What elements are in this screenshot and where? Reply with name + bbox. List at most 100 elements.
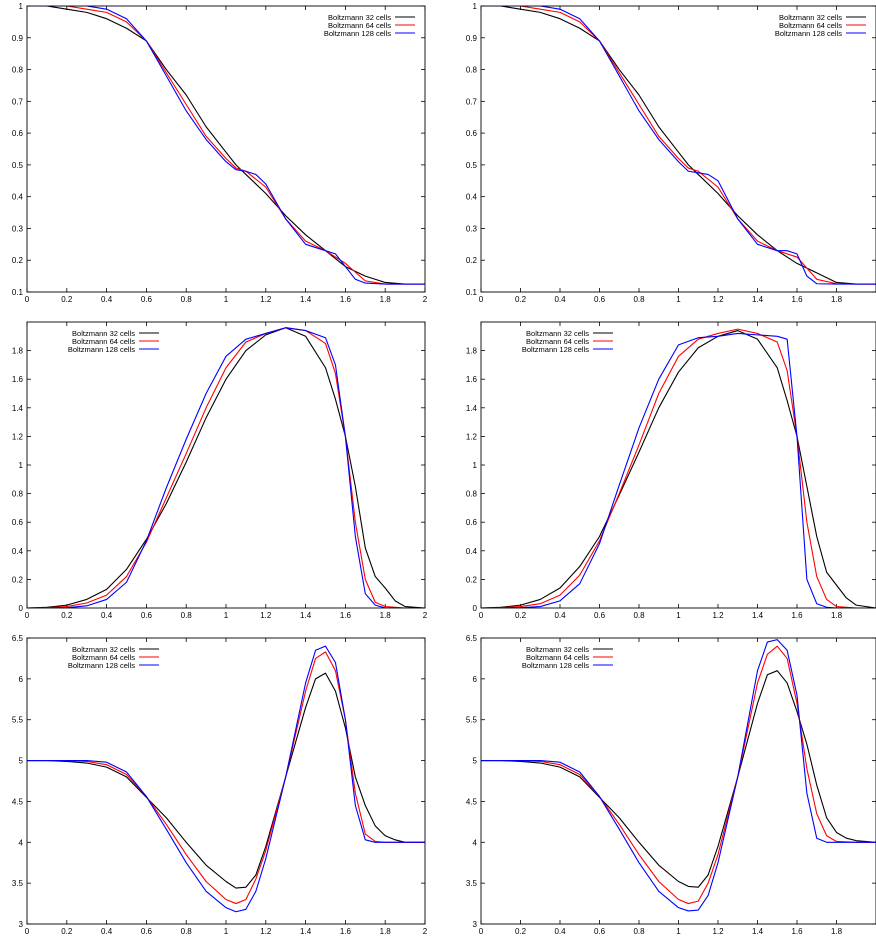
x-tick-label: 0 xyxy=(479,295,484,304)
x-tick-label: 1.2 xyxy=(712,927,724,936)
legend-label: Boltzmann 32 cells xyxy=(72,329,135,338)
x-tick-label: 0.6 xyxy=(141,295,153,304)
y-tick-label: 0.5 xyxy=(12,161,24,170)
y-tick-label: 4 xyxy=(473,838,478,847)
y-tick-label: 0.4 xyxy=(12,547,24,556)
plot-frame xyxy=(480,321,876,609)
y-tick-label: 0.8 xyxy=(466,490,478,499)
y-tick-label: 0.3 xyxy=(12,224,24,233)
y-tick-label: 0.2 xyxy=(12,256,24,265)
x-tick-label: 0.2 xyxy=(515,611,527,620)
x-tick-label: 1.6 xyxy=(340,295,352,304)
y-tick-label: 0 xyxy=(19,604,24,613)
x-tick-label: 1.6 xyxy=(340,611,352,620)
y-tick-label: 1 xyxy=(473,461,478,470)
series-line-3 xyxy=(27,645,425,913)
x-tick-label: 1 xyxy=(224,295,229,304)
x-tick-label: 0.4 xyxy=(554,927,566,936)
y-tick-label: 0.4 xyxy=(12,193,24,202)
y-tick-label: 3.5 xyxy=(12,879,24,888)
x-tick-label: 0 xyxy=(25,927,30,936)
chart-panel-3: 0 0.2 0.4 0.6 0.8 1 1.2 1.4 1.6 1.8 2 0 0.2 0.4 0.6 0.8… xyxy=(12,321,428,620)
y-tick-label: 5.5 xyxy=(12,716,24,725)
x-tick-label: 2 xyxy=(423,611,428,620)
x-tick-label: 1.4 xyxy=(300,295,312,304)
legend-label: Boltzmann 64 cells xyxy=(526,653,589,662)
series-line-1 xyxy=(27,6,425,285)
x-tick-label: 0 xyxy=(479,611,484,620)
series-line-3 xyxy=(27,327,425,608)
x-tick-label: 1.6 xyxy=(791,611,803,620)
legend-label: Boltzmann 128 cells xyxy=(775,29,842,38)
legend-label: Boltzmann 32 cells xyxy=(526,645,589,654)
x-tick-label: 1.2 xyxy=(712,611,724,620)
x-tick-label: 0.2 xyxy=(515,927,527,936)
y-tick-label: 6 xyxy=(473,675,478,684)
x-tick-label: 1.4 xyxy=(752,611,764,620)
x-tick-label: 1.8 xyxy=(380,927,392,936)
x-tick-label: 1.4 xyxy=(752,295,764,304)
x-tick-label: 0 xyxy=(25,295,30,304)
x-tick-label: 0.4 xyxy=(101,611,113,620)
legend-label: Boltzmann 32 cells xyxy=(72,645,135,654)
x-tick-label: 1.4 xyxy=(752,927,764,936)
legend-label: Boltzmann 64 cells xyxy=(779,21,842,30)
y-tick-label: 1.2 xyxy=(12,432,24,441)
x-tick-label: 1.6 xyxy=(340,927,352,936)
y-tick-label: 0.9 xyxy=(12,34,24,43)
y-tick-label: 0.4 xyxy=(466,547,478,556)
y-tick-label: 0.6 xyxy=(12,518,24,527)
plot-frame xyxy=(26,321,426,609)
legend-label: Boltzmann 128 cells xyxy=(522,345,589,354)
legend-label: Boltzmann 64 cells xyxy=(328,21,391,30)
series-line-1 xyxy=(481,670,876,888)
series-line-1 xyxy=(27,327,425,608)
y-tick-label: 1.6 xyxy=(12,375,24,384)
x-tick-label: 0.8 xyxy=(633,927,645,936)
y-tick-label: 0.7 xyxy=(12,97,24,106)
legend-label: Boltzmann 32 cells xyxy=(526,329,589,338)
series-line-2 xyxy=(27,6,425,285)
x-tick-label: 1.8 xyxy=(380,295,392,304)
y-tick-label: 4 xyxy=(19,838,24,847)
x-tick-label: 1.2 xyxy=(712,295,724,304)
x-tick-label: 1 xyxy=(676,927,681,936)
y-tick-label: 3 xyxy=(19,920,24,929)
series-line-2 xyxy=(27,651,425,905)
x-tick-label: 0.2 xyxy=(61,611,73,620)
y-tick-label: 0.7 xyxy=(466,97,478,106)
x-tick-label: 0.6 xyxy=(594,611,606,620)
y-tick-label: 0.5 xyxy=(466,161,478,170)
y-tick-label: 0.2 xyxy=(466,575,478,584)
y-tick-label: 3 xyxy=(473,920,478,929)
chart-panel-4: 0 0.2 0.4 0.6 0.8 1 1.2 1.4 1.6 1.8 0 0.2 0.4 0.6 0.8 1… xyxy=(466,321,876,620)
y-tick-label: 0.4 xyxy=(466,193,478,202)
y-tick-label: 6 xyxy=(19,675,24,684)
y-tick-label: 1.8 xyxy=(12,347,24,356)
x-tick-label: 1 xyxy=(224,611,229,620)
y-tick-label: 5.5 xyxy=(466,716,478,725)
chart-panel-1: 0 0.2 0.4 0.6 0.8 1 1.2 1.4 1.6 1.8 2 0.1 0.2 0.3 0.4 0… xyxy=(12,2,428,304)
legend-label: Boltzmann 128 cells xyxy=(324,29,391,38)
y-tick-label: 1 xyxy=(19,2,24,11)
x-tick-label: 1.2 xyxy=(260,927,272,936)
x-tick-label: 1.8 xyxy=(380,611,392,620)
x-tick-label: 2 xyxy=(423,927,428,936)
series-line-2 xyxy=(481,645,876,905)
y-tick-label: 1.4 xyxy=(12,404,24,413)
series-line-1 xyxy=(481,330,876,608)
series-line-3 xyxy=(481,332,876,608)
y-tick-label: 1.6 xyxy=(466,375,478,384)
series-line-3 xyxy=(481,6,876,285)
series-line-3 xyxy=(481,639,876,912)
legend-label: Boltzmann 64 cells xyxy=(72,653,135,662)
y-tick-label: 5 xyxy=(473,757,478,766)
x-tick-label: 0.2 xyxy=(61,927,73,936)
y-tick-label: 4.5 xyxy=(12,797,24,806)
x-tick-label: 1.8 xyxy=(831,295,843,304)
x-tick-label: 1.8 xyxy=(831,927,843,936)
y-tick-label: 1 xyxy=(19,461,24,470)
x-tick-label: 0 xyxy=(479,927,484,936)
y-tick-label: 0.6 xyxy=(466,518,478,527)
